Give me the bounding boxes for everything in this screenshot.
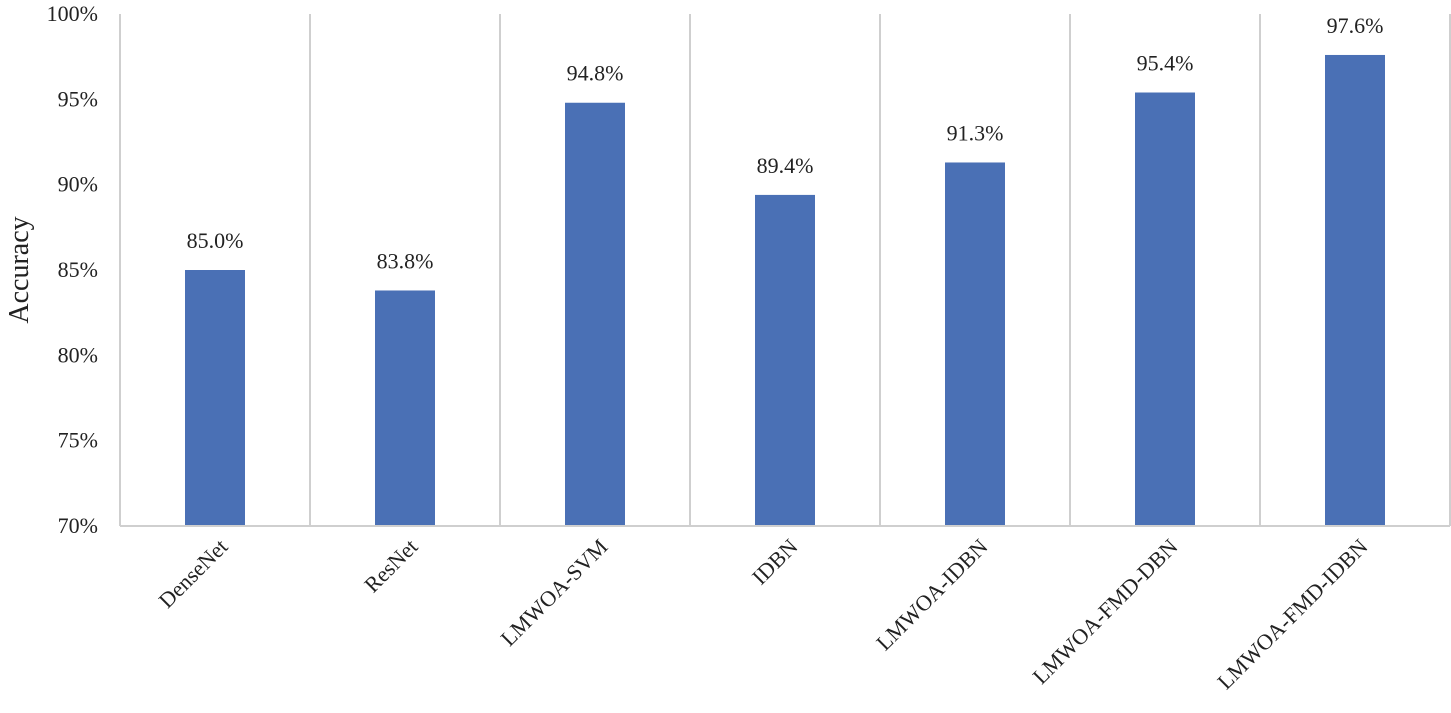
x-tick-label: LMWOA-FMD-DBN bbox=[1027, 534, 1182, 689]
data-label: 94.8% bbox=[567, 61, 624, 86]
y-tick-label: 75% bbox=[58, 428, 98, 453]
bar bbox=[945, 162, 1005, 527]
x-tick-label: LMWOA-FMD-IDBN bbox=[1212, 534, 1372, 694]
bar bbox=[185, 270, 245, 526]
data-label: 97.6% bbox=[1327, 13, 1384, 38]
data-label: 85.0% bbox=[187, 228, 244, 253]
bar bbox=[375, 290, 435, 526]
bar bbox=[1325, 54, 1385, 527]
bar bbox=[565, 102, 625, 526]
y-axis-title: Accuracy bbox=[4, 216, 35, 323]
data-label: 89.4% bbox=[757, 153, 814, 178]
y-tick-label: 100% bbox=[47, 1, 98, 26]
x-tick-label: IDBN bbox=[747, 534, 803, 590]
bar bbox=[1135, 92, 1195, 527]
bars bbox=[185, 54, 1385, 527]
data-label: 95.4% bbox=[1137, 51, 1194, 76]
x-tick-label: DenseNet bbox=[154, 534, 233, 613]
y-tick-label: 70% bbox=[58, 513, 98, 538]
y-tick-label: 80% bbox=[58, 342, 98, 367]
x-tick-label: LMWOA-IDBN bbox=[871, 534, 992, 655]
x-tick-label: LMWOA-SVM bbox=[495, 534, 612, 651]
x-tick-label: ResNet bbox=[359, 534, 422, 597]
y-tick-label: 90% bbox=[58, 172, 98, 197]
y-tick-label: 85% bbox=[58, 257, 98, 282]
bar bbox=[755, 194, 815, 526]
category-gridlines bbox=[119, 14, 1451, 526]
y-tick-label: 95% bbox=[58, 86, 98, 111]
data-label: 83.8% bbox=[377, 248, 434, 273]
data-label: 91.3% bbox=[947, 120, 1004, 145]
